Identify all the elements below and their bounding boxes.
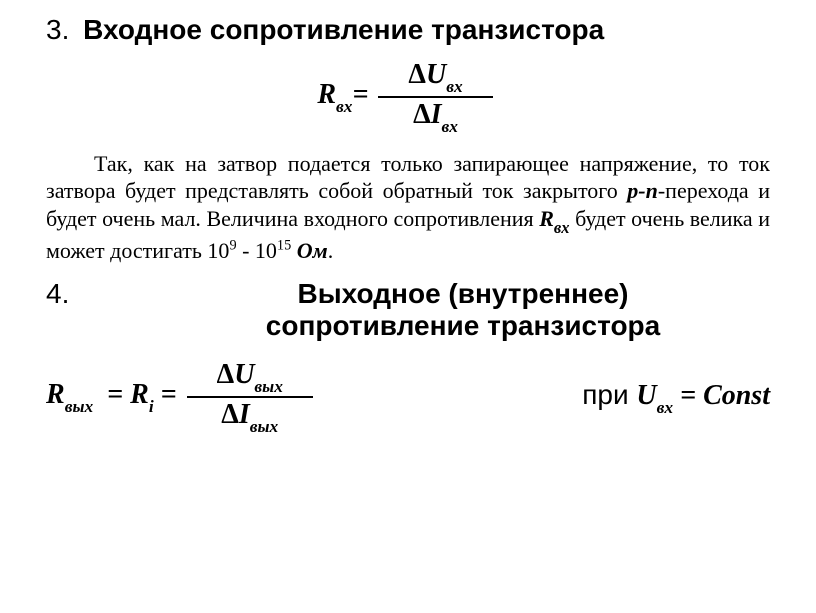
- fraction-numerator2: ΔUвых: [187, 360, 313, 394]
- sub-vyh2: вых: [254, 377, 282, 396]
- section-3-number: 3.: [46, 14, 69, 45]
- formula-rin-fraction: ΔUвх ΔIвх: [378, 60, 492, 134]
- period: .: [328, 238, 334, 263]
- fraction-bar2: [187, 396, 313, 398]
- cond-prefix: при: [582, 379, 636, 410]
- fraction-denominator2: ΔIвых: [191, 400, 308, 434]
- exp-15: 15: [277, 237, 291, 253]
- pn-term: p-n: [627, 178, 658, 203]
- section-4-number: 4.: [46, 278, 156, 310]
- sub-vx2: вх: [446, 77, 462, 96]
- formula-rout-fraction: ΔUвых ΔIвых: [187, 360, 313, 434]
- sym-U2: U: [234, 359, 254, 390]
- const-text: Const: [703, 380, 770, 411]
- sub-vyh3: вых: [250, 417, 278, 436]
- formula-rout-lhs: Rвых = Ri =: [46, 379, 177, 415]
- sym-U3: U: [636, 380, 656, 411]
- fraction-numerator: ΔUвх: [378, 60, 492, 94]
- sub-vx: вх: [336, 97, 352, 116]
- section-4-heading: 4. Выходное (внутреннее) сопротивление т…: [46, 278, 770, 342]
- para-dash: - 10: [237, 238, 277, 263]
- section-4-title-line2: сопротивление транзистора: [266, 310, 660, 341]
- sym-R3: R: [46, 379, 65, 410]
- fraction-bar: [378, 96, 492, 98]
- sub-vx4: вх: [554, 218, 570, 237]
- formula-rin-lhs: Rвх=: [317, 79, 368, 115]
- rvx-inline: Rвх: [539, 206, 569, 231]
- sub-i: i: [149, 397, 154, 416]
- sub-vx3: вх: [442, 117, 458, 136]
- sym-Ri: R: [130, 379, 149, 410]
- formula-rout-condition: при Uвх = Const: [582, 379, 770, 416]
- eq-sign4: =: [673, 380, 703, 411]
- delta-icon2: Δ: [413, 99, 431, 130]
- eq-sign: =: [352, 79, 368, 110]
- formula-rin: Rвх= ΔUвх ΔIвх: [46, 60, 770, 134]
- formula-rout: Rвых = Ri = ΔUвых ΔIвых: [46, 360, 319, 434]
- sym-I2: I: [239, 399, 250, 430]
- section-3-heading: 3. Входное сопротивление транзистора: [46, 14, 770, 46]
- delta-icon3: Δ: [217, 359, 235, 390]
- unit-ohm: Ом: [297, 238, 328, 263]
- sub-vyh: вых: [65, 397, 93, 416]
- sym-U: U: [426, 59, 446, 90]
- section-3-paragraph: Так, как на затвор подается только запир…: [46, 150, 770, 265]
- formula-rout-row: Rвых = Ri = ΔUвых ΔIвых при Uвх = Const: [46, 360, 770, 434]
- sym-R2: R: [539, 206, 554, 231]
- eq-sign2: =: [100, 379, 130, 410]
- sub-vx5: вх: [657, 398, 673, 417]
- eq-sign3: =: [154, 379, 177, 410]
- section-4-title-line1: Выходное (внутреннее): [298, 278, 629, 309]
- sym-I: I: [431, 99, 442, 130]
- section-4-title: Выходное (внутреннее) сопротивление тран…: [156, 278, 770, 342]
- section-3-title: Входное сопротивление транзистора: [83, 14, 604, 45]
- sym-R: R: [317, 79, 336, 110]
- delta-icon4: Δ: [221, 399, 239, 430]
- exp-9: 9: [229, 237, 236, 253]
- delta-icon: Δ: [408, 59, 426, 90]
- page: 3. Входное сопротивление транзистора Rвх…: [0, 0, 816, 454]
- fraction-denominator: ΔIвх: [383, 100, 488, 134]
